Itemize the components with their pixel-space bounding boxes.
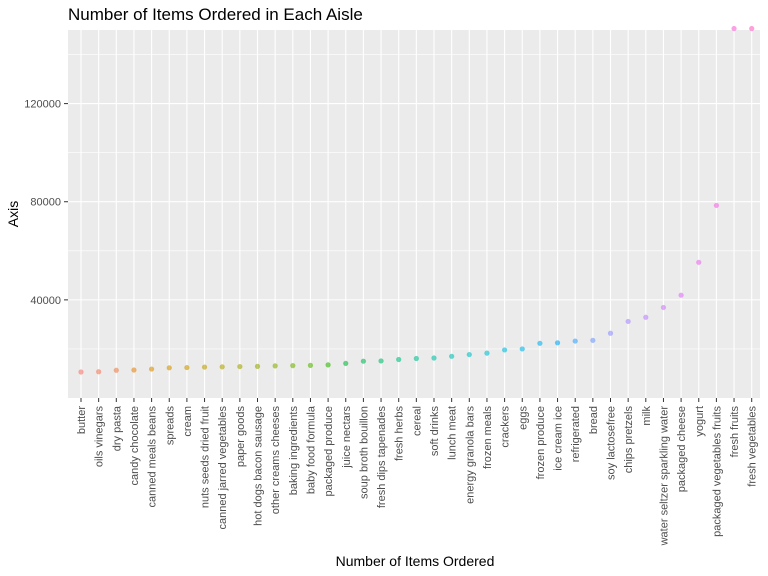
data-point	[113, 367, 119, 373]
x-tick-label: oils vinegars	[94, 406, 106, 468]
data-point	[272, 363, 278, 369]
data-point	[254, 363, 261, 369]
y-tick-label: 40000	[30, 295, 61, 307]
data-point	[749, 25, 755, 32]
data-point	[696, 259, 702, 265]
data-point	[219, 364, 225, 370]
x-tick-label: packaged vegetables fruits	[711, 406, 723, 537]
x-tick-label: hot dogs bacon sausage	[253, 406, 265, 526]
data-point	[731, 25, 737, 32]
data-point	[625, 318, 631, 325]
data-point	[519, 346, 525, 352]
x-tick-label: nuts seeds dried fruit	[200, 406, 212, 508]
data-point	[537, 340, 543, 346]
data-point	[290, 363, 296, 369]
data-point	[502, 347, 508, 353]
x-tick-label: canned jarred vegetables	[217, 406, 229, 530]
y-tick-label: 120000	[24, 99, 61, 111]
x-tick-label: paper goods	[235, 406, 247, 468]
data-point	[660, 304, 667, 311]
x-tick-label: lunch meat	[447, 406, 459, 460]
data-points	[78, 25, 755, 375]
data-point	[554, 340, 561, 346]
data-point	[413, 355, 419, 362]
x-tick-label: frozen meals	[482, 406, 494, 469]
data-point	[466, 351, 472, 358]
plot-panel	[68, 30, 760, 398]
x-tick-label: soup broth bouillon	[358, 406, 370, 499]
x-tick-label: juice nectars	[341, 406, 353, 469]
x-tick-label: energy granola bars	[464, 406, 476, 504]
x-tick-label: yogurt	[694, 406, 706, 437]
x-tick-label: packaged cheese	[676, 406, 688, 492]
x-tick-label: fresh dips tapenades	[376, 406, 388, 509]
data-point	[713, 202, 720, 209]
data-point	[607, 330, 614, 336]
x-axis-title: Number of Items Ordered	[336, 553, 495, 569]
x-tick-label: fresh fruits	[729, 406, 741, 458]
data-point	[378, 358, 384, 364]
x-tick-label: spreads	[164, 406, 176, 446]
data-point	[131, 367, 137, 373]
data-point	[237, 363, 243, 370]
data-point	[484, 350, 490, 356]
y-axis-title: Axis	[5, 201, 21, 227]
x-tick-label: cereal	[411, 406, 423, 436]
x-tick-label: packaged produce	[323, 406, 335, 497]
data-point	[590, 337, 596, 343]
data-point	[396, 356, 402, 363]
x-tick-label: chips pretzels	[623, 406, 635, 474]
x-tick-label: dry pasta	[111, 405, 123, 451]
x-tick-label: ice cream ice	[553, 406, 565, 471]
x-tick-label: milk	[641, 406, 653, 426]
x-tick-label: fresh herbs	[394, 406, 406, 462]
x-tick-label: soy lactosefree	[606, 406, 618, 480]
x-axis: butter oils vinegars dry pasta candy chocol…	[76, 398, 759, 546]
y-tick-label: 80000	[30, 197, 61, 209]
data-point	[643, 314, 649, 320]
x-tick-label: canned meals beans	[147, 406, 159, 508]
data-point	[343, 360, 349, 367]
x-tick-label: frozen produce	[535, 406, 547, 479]
chart-title: Number of Items Ordered in Each Aisle	[68, 5, 363, 24]
data-point	[96, 369, 102, 375]
x-tick-label: other creams cheeses	[270, 406, 282, 515]
y-axis: 40000 80000 120000	[24, 99, 68, 307]
data-point	[360, 358, 366, 364]
data-point	[572, 338, 578, 344]
x-tick-label: fresh vegetables	[747, 406, 759, 487]
x-tick-label: baby food formula	[305, 405, 317, 494]
data-point	[184, 364, 190, 371]
x-tick-label: candy chocolate	[129, 406, 141, 486]
data-point	[325, 362, 331, 368]
x-tick-label: butter	[76, 406, 88, 434]
x-tick-label: crackers	[500, 406, 512, 448]
x-tick-label: cream	[182, 406, 194, 437]
x-tick-label: eggs	[517, 406, 529, 430]
data-point	[678, 292, 684, 298]
data-point	[166, 365, 172, 371]
x-tick-label: refrigerated	[570, 406, 582, 462]
data-point	[431, 355, 437, 361]
x-tick-label: soft drinks	[429, 406, 441, 457]
data-point	[78, 369, 84, 375]
x-tick-label: water seltzer sparkling water	[658, 406, 670, 547]
x-tick-label: baking ingredients	[288, 406, 300, 496]
x-tick-label: bread	[588, 406, 600, 434]
data-point	[307, 362, 314, 368]
gridlines	[68, 30, 760, 398]
data-point	[201, 364, 208, 370]
data-point	[449, 353, 455, 359]
data-point	[149, 366, 155, 372]
